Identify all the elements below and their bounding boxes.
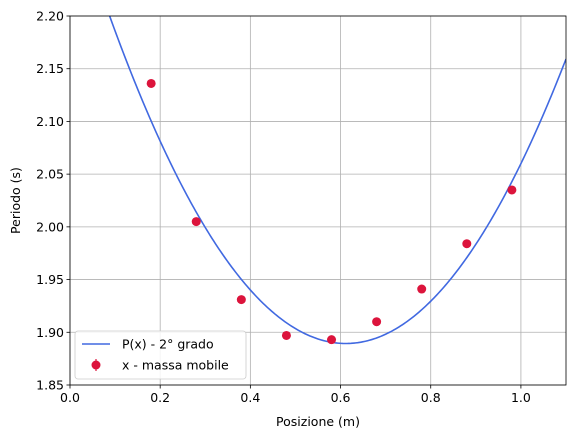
x-tick-label: 0.8: [421, 390, 441, 405]
x-tick-label: 0.0: [60, 390, 80, 405]
data-point: [417, 284, 427, 294]
y-axis-label: Periodo (s): [8, 167, 23, 234]
legend: P(x) - 2° grado x - massa mobile: [74, 330, 247, 380]
legend-label: x - massa mobile: [122, 358, 229, 373]
y-tick-label: 2.15: [36, 61, 64, 76]
y-tick-label: 2.05: [36, 167, 64, 182]
axes: 0.0 0.2 0.4 0.6 0.8 1.0 1.85 1.90 1.95 2.00 2.05 2.…: [36, 9, 567, 405]
data-point: [462, 239, 472, 249]
y-tick-label: 1.85: [36, 378, 64, 393]
y-tick-label: 2.00: [36, 219, 64, 234]
y-tick-label: 1.95: [36, 272, 64, 287]
x-tick-label: 0.4: [240, 390, 260, 405]
axes-frame: [69, 15, 567, 386]
legend-marker-swatch: [91, 360, 101, 370]
y-tick-label: 1.90: [36, 325, 64, 340]
x-tick-label: 0.6: [331, 390, 351, 405]
x-tick-label: 1.0: [511, 390, 531, 405]
plot-area: [108, 16, 566, 345]
data-point: [146, 78, 156, 88]
data-point: [281, 330, 291, 340]
data-point: [191, 217, 201, 227]
legend-label: P(x) - 2° grado: [122, 337, 214, 352]
fit-curve-line: [108, 16, 566, 345]
x-axis-label: Posizione (m): [276, 414, 360, 429]
x-tick-label: 0.2: [150, 390, 170, 405]
data-point: [372, 317, 382, 327]
data-point: [236, 295, 246, 305]
legend-box: [74, 330, 247, 380]
y-tick-label: 2.10: [36, 114, 64, 129]
y-tick-label: 2.20: [36, 9, 64, 24]
data-point: [507, 185, 517, 195]
data-point: [327, 335, 337, 345]
